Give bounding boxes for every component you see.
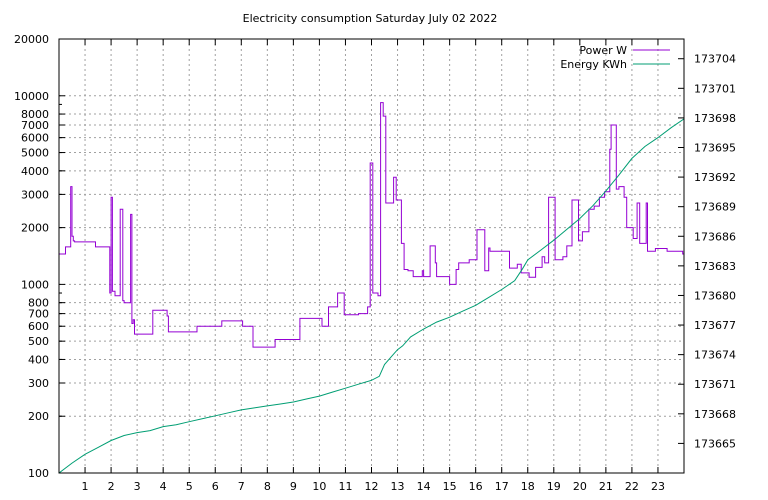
y-left-tick-label: 20000 (14, 33, 49, 46)
y-left-tick-label: 800 (28, 297, 49, 310)
x-tick-label: 5 (186, 480, 193, 493)
x-tick-label: 12 (365, 480, 379, 493)
x-tick-label: 7 (238, 480, 245, 493)
y-right-tick-label: 173695 (694, 142, 736, 155)
plot-frame (58, 38, 685, 474)
x-tick-label: 23 (651, 480, 665, 493)
y-left-tick-label: 7000 (21, 119, 49, 132)
chart-title: Electricity consumption Saturday July 02… (243, 12, 498, 25)
y-right-tick-label: 173665 (694, 437, 736, 450)
y-left-tick-label: 3000 (21, 188, 49, 201)
series-lines (59, 102, 684, 473)
legend: Power W Energy KWh (560, 44, 670, 71)
y-left-tick-label: 6000 (21, 132, 49, 145)
x-tick-label: 15 (443, 480, 457, 493)
y-left-tick-label: 10000 (14, 90, 49, 103)
x-tick-label: 9 (290, 480, 297, 493)
y-left-tick-label: 500 (28, 335, 49, 348)
y-right-tick-label: 173680 (694, 289, 736, 302)
y-right-tick-label: 173698 (694, 112, 736, 125)
y-left-tick-label: 700 (28, 308, 49, 321)
y-left-tick-label: 1000 (21, 278, 49, 291)
x-tick-label: 14 (417, 480, 431, 493)
x-tick-label: 19 (547, 480, 561, 493)
x-tick-label: 1 (82, 480, 89, 493)
x-tick-label: 8 (264, 480, 271, 493)
x-tick-label: 17 (495, 480, 509, 493)
y-right-tick-label: 173668 (694, 408, 736, 421)
y-left-tick-label: 200 (28, 410, 49, 423)
y-right-tick-label: 173704 (694, 53, 736, 66)
axes: 1 2 3 4 5 6 7 8 9 10 11 12 13 14 15 16 17 18 19 20 21 22 23100… (14, 33, 736, 493)
x-tick-label: 18 (521, 480, 535, 493)
grid-lines (59, 38, 684, 474)
x-tick-label: 6 (212, 480, 219, 493)
x-tick-label: 21 (599, 480, 613, 493)
legend-label-energy: Energy KWh (560, 58, 627, 71)
x-tick-label: 10 (312, 480, 326, 493)
x-tick-label: 16 (469, 480, 483, 493)
y-left-tick-label: 4000 (21, 165, 49, 178)
y-left-tick-label: 100 (28, 467, 49, 480)
x-tick-label: 13 (391, 480, 405, 493)
y-right-tick-label: 173686 (694, 230, 736, 243)
y-left-tick-label: 600 (28, 320, 49, 333)
y-left-tick-label: 2000 (21, 222, 49, 235)
y-right-tick-label: 173677 (694, 319, 736, 332)
y-left-tick-label: 300 (28, 377, 49, 390)
series-line-power (59, 102, 684, 348)
x-tick-label: 3 (134, 480, 141, 493)
y-right-tick-label: 173683 (694, 260, 736, 273)
y-left-tick-label: 5000 (21, 147, 49, 160)
x-tick-label: 22 (625, 480, 639, 493)
y-right-tick-label: 173674 (694, 349, 736, 362)
y-right-tick-label: 173692 (694, 171, 736, 184)
y-left-tick-label: 400 (28, 353, 49, 366)
y-right-tick-label: 173701 (694, 82, 736, 95)
x-tick-label: 11 (338, 480, 352, 493)
legend-label-power: Power W (579, 44, 627, 57)
x-tick-label: 4 (160, 480, 167, 493)
y-left-tick-label: 8000 (21, 108, 49, 121)
y-right-tick-label: 173671 (694, 378, 736, 391)
x-tick-label: 20 (573, 480, 587, 493)
y-right-tick-label: 173689 (694, 201, 736, 214)
x-tick-label: 2 (108, 480, 115, 493)
series-line-energy (59, 118, 684, 473)
